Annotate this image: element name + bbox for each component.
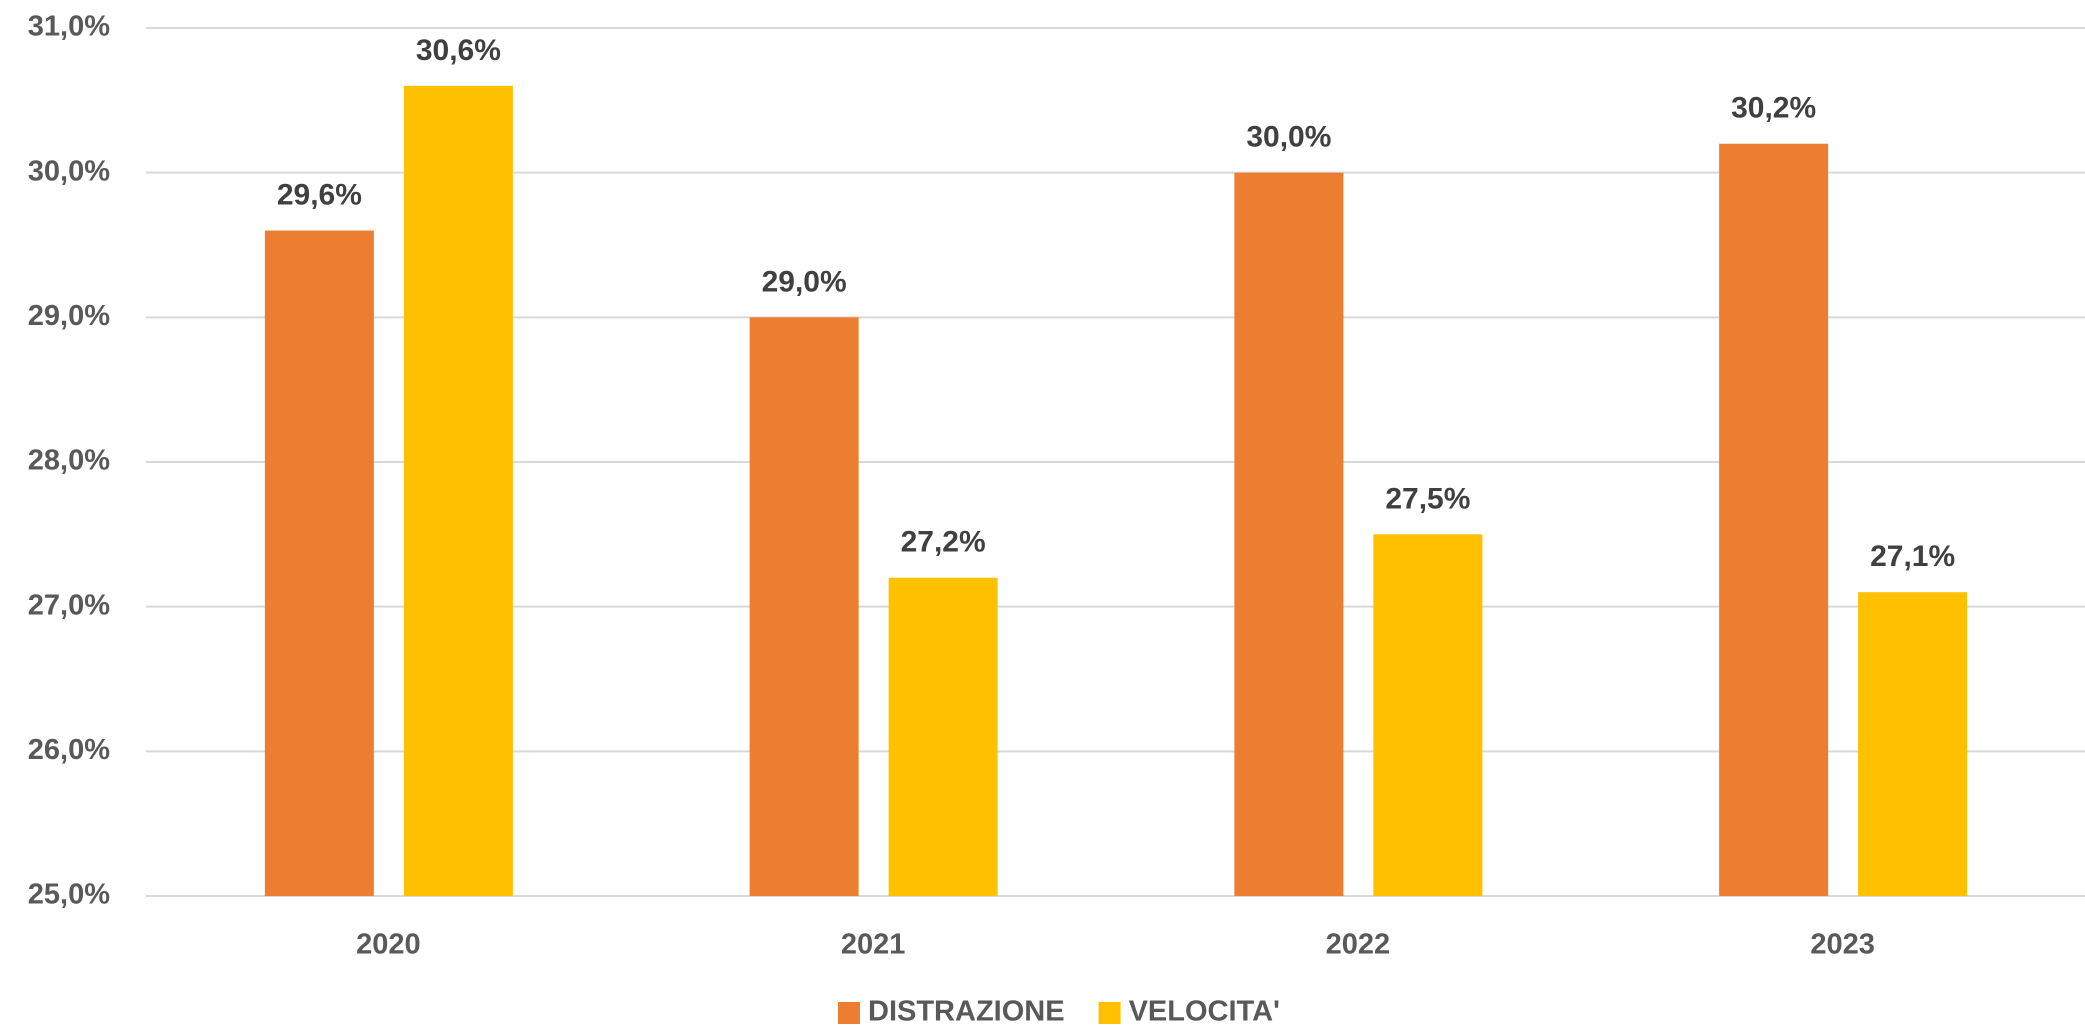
x-tick-label: 2023 — [1810, 929, 1875, 961]
value-label: 27,1% — [1870, 540, 1955, 573]
value-label: 30,0% — [1246, 121, 1331, 154]
y-tick-label: 31,0% — [28, 11, 110, 43]
bar — [264, 230, 374, 897]
y-tick-label: 25,0% — [28, 879, 110, 911]
bar — [403, 85, 513, 896]
legend-label: DISTRAZIONE — [868, 996, 1065, 1028]
value-label: 27,2% — [901, 526, 986, 559]
x-tick-label: 2020 — [356, 929, 421, 961]
y-tick-label: 26,0% — [28, 734, 110, 766]
x-tick-label: 2021 — [841, 929, 906, 961]
y-tick-label: 30,0% — [28, 155, 110, 187]
y-tick-label: 29,0% — [28, 300, 110, 332]
legend-swatch — [1098, 1002, 1121, 1024]
legend-label: VELOCITA' — [1129, 996, 1280, 1028]
bar — [1234, 172, 1344, 896]
y-tick-label: 27,0% — [28, 589, 110, 621]
value-label: 27,5% — [1385, 482, 1470, 515]
y-tick-label: 28,0% — [28, 445, 110, 477]
bar — [1719, 143, 1829, 896]
value-label: 30,2% — [1731, 92, 1816, 125]
bar — [1373, 534, 1483, 896]
value-label: 30,6% — [416, 34, 501, 67]
legend-swatch — [838, 1002, 860, 1024]
value-label: 29,6% — [277, 178, 362, 211]
bar — [888, 577, 998, 896]
x-tick-label: 2022 — [1326, 929, 1391, 961]
bar — [1858, 592, 1968, 896]
value-label: 29,0% — [762, 265, 847, 298]
bar — [749, 317, 859, 896]
